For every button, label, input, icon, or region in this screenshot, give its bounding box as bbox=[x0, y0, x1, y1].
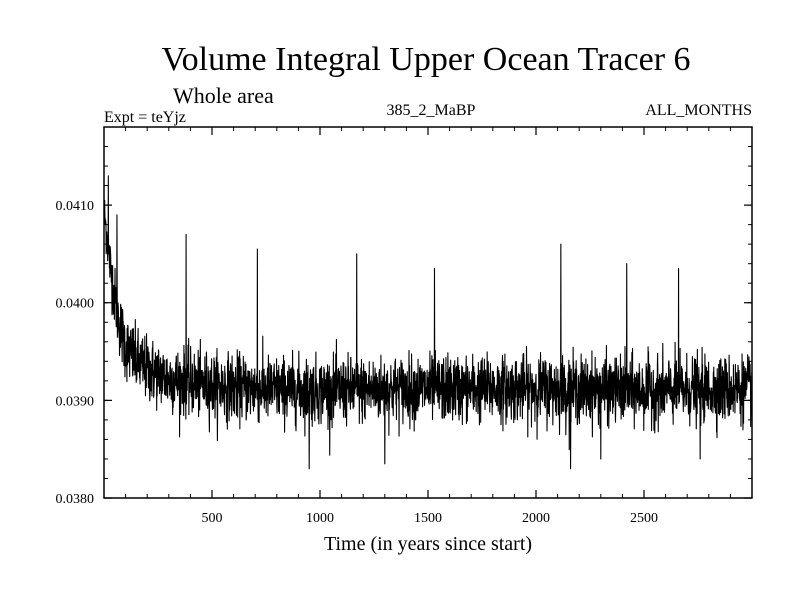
chart-subtitle: Whole area bbox=[173, 83, 274, 108]
x-tick-label: 2500 bbox=[630, 511, 658, 526]
chart-title: Volume Integral Upper Ocean Tracer 6 bbox=[161, 41, 690, 78]
y-tick-label: 0.0390 bbox=[56, 394, 95, 409]
months-label: ALL_MONTHS bbox=[645, 102, 752, 119]
experiment-label: Expt = teYjz bbox=[104, 109, 186, 126]
y-axis: 0.0380 0.0390 0.0400 0.0410 bbox=[56, 126, 752, 507]
x-tick-label: 1500 bbox=[414, 511, 442, 526]
series-line bbox=[103, 175, 753, 470]
y-tick-label: 0.0410 bbox=[56, 199, 95, 214]
x-tick-label: 500 bbox=[202, 511, 223, 526]
y-tick-label: 0.0400 bbox=[56, 297, 95, 312]
plot-area bbox=[103, 126, 753, 499]
x-tick-label: 1000 bbox=[306, 511, 334, 526]
y-tick-label: 0.0380 bbox=[56, 492, 95, 507]
run-label: 385_2_MaBP bbox=[387, 102, 476, 119]
x-tick-label: 2000 bbox=[522, 511, 550, 526]
series-group bbox=[103, 175, 753, 470]
x-axis: 500 1000 1500 2000 2500 bbox=[125, 127, 731, 526]
x-axis-label: Time (in years since start) bbox=[324, 533, 532, 555]
